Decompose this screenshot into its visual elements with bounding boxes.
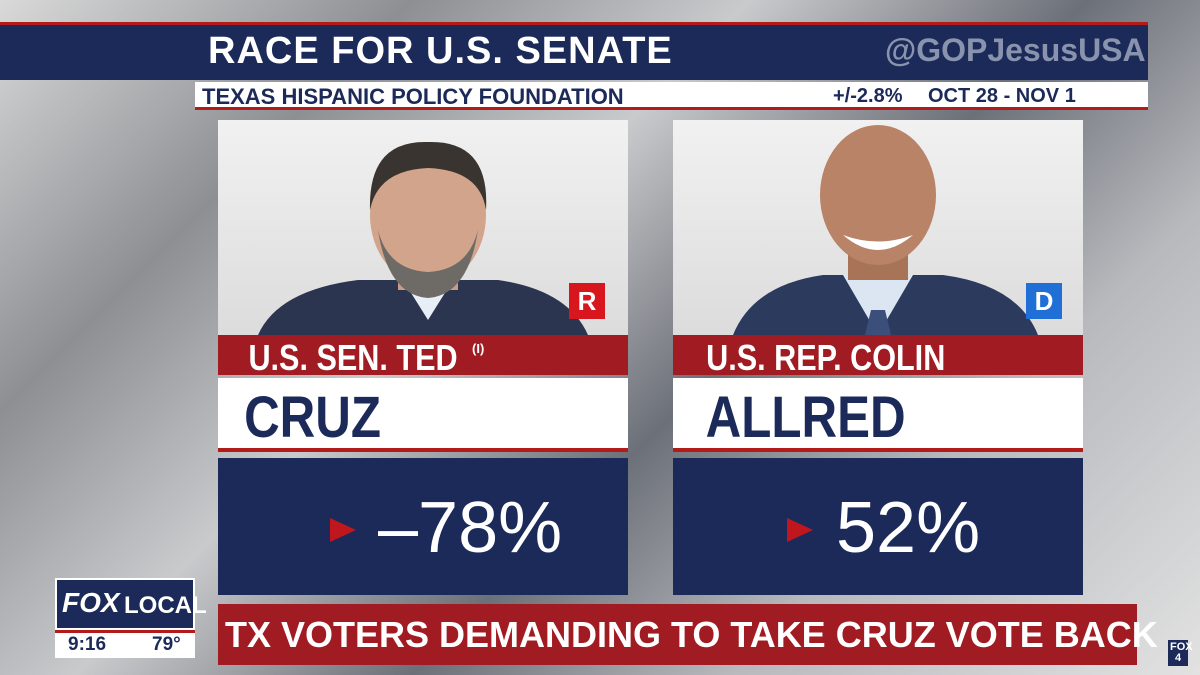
incumbent-mark: (I) <box>472 341 485 356</box>
ticker-text: TX VOTERS DEMANDING TO TAKE CRUZ VOTE BA… <box>225 614 1158 655</box>
last-name-box <box>673 378 1083 452</box>
poll-dates: OCT 28 - NOV 1 <box>928 85 1076 107</box>
candidate-title: U.S. SEN. TED <box>248 337 458 378</box>
candidate-name: CRUZ <box>244 385 382 450</box>
result-box <box>673 458 1083 595</box>
time-box <box>55 630 195 658</box>
title-bar <box>0 22 1148 80</box>
name-bar <box>218 335 628 375</box>
result-value: 52% <box>836 488 981 568</box>
watermark: @GOPJesusUSA <box>885 32 1146 68</box>
corner-logo: FOX 4 <box>1168 640 1193 666</box>
margin-of-error: +/-2.8% <box>833 85 903 107</box>
candidate-title: U.S. REP. COLIN <box>706 337 946 378</box>
candidate-photo <box>218 120 628 335</box>
portrait <box>733 125 1038 335</box>
party-badge: R <box>569 283 605 319</box>
result-arrow <box>787 518 813 542</box>
station-brand: FOX <box>62 587 120 618</box>
station-program: LOCAL <box>124 592 207 619</box>
portrait <box>258 141 588 335</box>
temperature: 79° <box>152 634 181 655</box>
poll-source: TEXAS HISPANIC POLICY FOUNDATION <box>202 84 624 109</box>
party-badge: D <box>1026 283 1062 319</box>
result-value: –78% <box>378 488 563 568</box>
ticker-bar <box>218 604 1137 665</box>
result-arrow <box>330 518 356 542</box>
candidate-photo <box>673 120 1083 335</box>
candidate-name: ALLRED <box>705 385 906 450</box>
last-name-box <box>218 378 628 452</box>
clock: 9:16 <box>68 634 107 655</box>
title: RACE FOR U.S. SENATE <box>208 30 673 72</box>
subtitle-bar <box>195 82 1148 110</box>
name-bar <box>673 335 1083 375</box>
station-logo <box>55 578 195 630</box>
result-box <box>218 458 628 595</box>
